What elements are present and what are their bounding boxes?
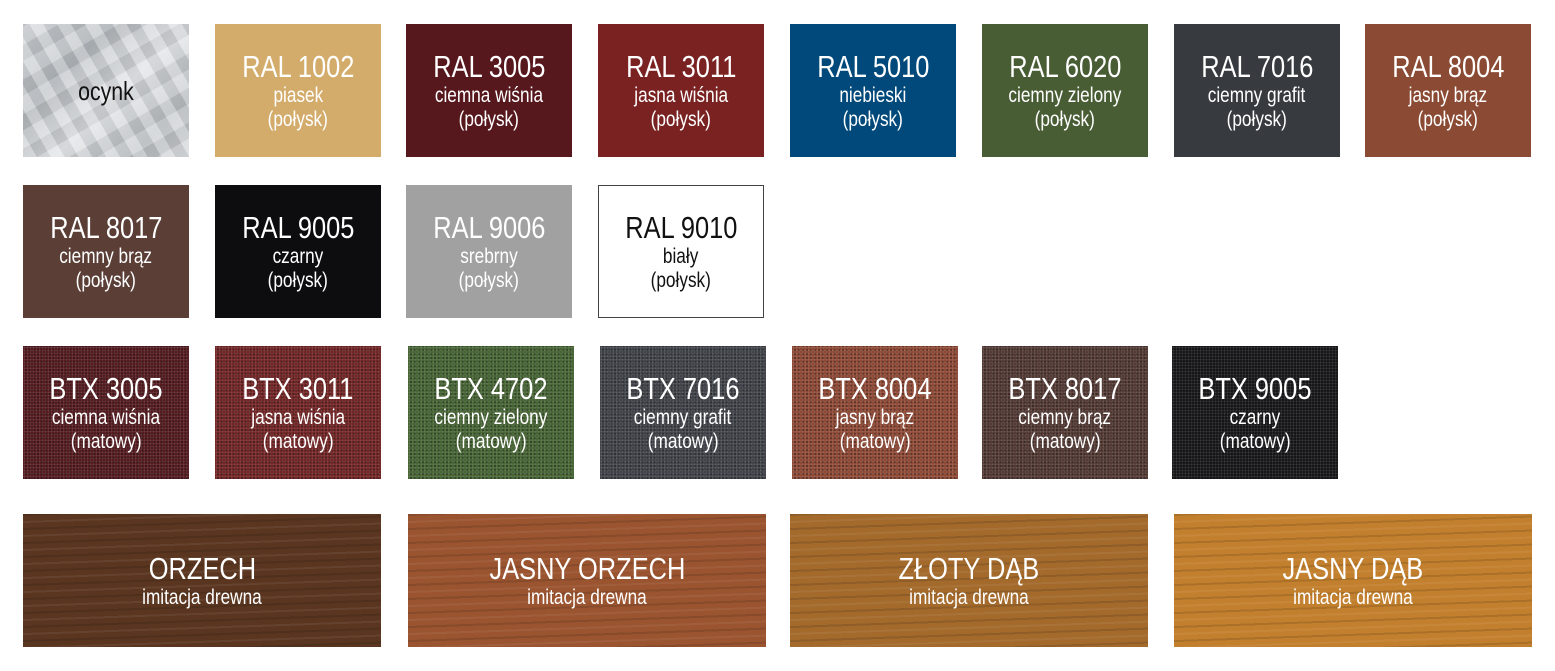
wood-name: imitacja drewna <box>142 585 262 609</box>
wood-swatch-1: ORZECH imitacja drewna <box>23 514 381 647</box>
swatch-finish: (połysk) <box>842 107 904 131</box>
swatch-name: jasny brąz <box>1408 83 1488 107</box>
swatch-code: BTX 9005 <box>1198 370 1312 406</box>
wood-code: JASNY ORZECH <box>489 550 685 586</box>
swatch-name: ciemny grafit <box>634 405 732 429</box>
wood-code: JASNY DĄB <box>1282 550 1424 586</box>
swatch-ral-1002: RAL 1002 piasek (połysk) <box>215 24 381 157</box>
wood-name: imitacja drewna <box>527 585 647 609</box>
swatch-finish: (połysk) <box>650 268 712 292</box>
swatch-btx-7016: BTX 7016 ciemny grafit (matowy) <box>600 346 766 479</box>
wood-swatch-3: ZŁOTY DĄB imitacja drewna <box>790 514 1148 647</box>
swatch-finish: (połysk) <box>267 268 329 292</box>
swatch-code: BTX 4702 <box>434 370 548 406</box>
swatch-name: ciemny brąz <box>59 244 153 268</box>
swatch-name: niebieski <box>839 83 907 107</box>
swatch-ral-9006: RAL 9006 srebrny (połysk) <box>406 185 572 318</box>
swatch-code: RAL 3005 <box>432 48 546 84</box>
swatch-ral-6020: RAL 6020 ciemny zielony (połysk) <box>982 24 1148 157</box>
swatch-finish: (połysk) <box>75 268 137 292</box>
wood-name: imitacja drewna <box>1293 585 1413 609</box>
swatch-code: ocynk <box>78 75 134 106</box>
swatch-ral-3011: RAL 3011 jasna wiśnia (połysk) <box>598 24 764 157</box>
swatch-name: piasek <box>273 83 323 107</box>
swatch-finish: (matowy) <box>839 429 911 453</box>
swatch-code: RAL 7016 <box>1200 48 1314 84</box>
swatch-code: RAL 8004 <box>1391 48 1505 84</box>
swatch-name: biały <box>663 244 699 268</box>
swatch-name: czarny <box>1229 405 1281 429</box>
swatch-name: ciemna wiśnia <box>434 83 544 107</box>
swatch-finish: (matowy) <box>455 429 527 453</box>
swatch-finish: (połysk) <box>650 107 712 131</box>
swatch-code: RAL 3011 <box>625 48 737 84</box>
swatch-name: srebrny <box>460 244 518 268</box>
swatch-ral-7016: RAL 7016 ciemny grafit (połysk) <box>1174 24 1340 157</box>
swatch-finish: (matowy) <box>262 429 334 453</box>
swatch-finish: (połysk) <box>1417 107 1479 131</box>
swatch-ral-9005: RAL 9005 czarny (połysk) <box>215 185 381 318</box>
swatch-finish: (połysk) <box>458 107 520 131</box>
swatch-code: BTX 7016 <box>626 370 740 406</box>
swatch-finish: (połysk) <box>458 268 520 292</box>
swatch-name: jasna wiśnia <box>634 83 728 107</box>
swatch-finish: (matowy) <box>1219 429 1291 453</box>
swatch-name: ciemny zielony <box>434 405 548 429</box>
swatch-code: BTX 3005 <box>49 370 163 406</box>
swatch-ral-8017: RAL 8017 ciemny brąz (połysk) <box>23 185 189 318</box>
swatch-btx-9005: BTX 9005 czarny (matowy) <box>1172 346 1338 479</box>
swatch-name: jasny brąz <box>835 405 915 429</box>
swatch-btx-8017: BTX 8017 ciemny brąz (matowy) <box>982 346 1148 479</box>
swatch-ral-9010: RAL 9010 biały (połysk) <box>598 185 764 318</box>
wood-name: imitacja drewna <box>909 585 1029 609</box>
swatch-name: ciemny zielony <box>1008 83 1122 107</box>
swatch-name: jasna wiśnia <box>251 405 345 429</box>
wood-code: ORZECH <box>148 550 256 586</box>
swatch-finish: (matowy) <box>647 429 719 453</box>
swatch-finish: (połysk) <box>1226 107 1288 131</box>
swatch-btx-3011: BTX 3011 jasna wiśnia (matowy) <box>215 346 381 479</box>
wood-swatch-2: JASNY ORZECH imitacja drewna <box>408 514 766 647</box>
swatch-name: ciemny brąz <box>1018 405 1112 429</box>
swatch-finish: (matowy) <box>1029 429 1101 453</box>
swatch-finish: (połysk) <box>1034 107 1096 131</box>
swatch-code: RAL 5010 <box>816 48 930 84</box>
swatch-name: ciemny grafit <box>1208 83 1306 107</box>
swatch-code: RAL 1002 <box>241 48 355 84</box>
swatch-code: RAL 9010 <box>624 209 738 245</box>
swatch-code: BTX 3011 <box>242 370 354 406</box>
swatch-btx-8004: BTX 8004 jasny brąz (matowy) <box>792 346 958 479</box>
swatch-finish: (połysk) <box>267 107 329 131</box>
swatch-code: BTX 8017 <box>1008 370 1122 406</box>
swatch-name: ciemna wiśnia <box>51 405 161 429</box>
swatch-code: RAL 9005 <box>241 209 355 245</box>
swatch-btx-3005: BTX 3005 ciemna wiśnia (matowy) <box>23 346 189 479</box>
swatch-btx-4702: BTX 4702 ciemny zielony (matowy) <box>408 346 574 479</box>
wood-code: ZŁOTY DĄB <box>898 550 1040 586</box>
swatch-code: RAL 9006 <box>432 209 546 245</box>
swatch-ocynk: ocynk <box>23 24 189 157</box>
swatch-name: czarny <box>272 244 324 268</box>
swatch-ral-8004: RAL 8004 jasny brąz (połysk) <box>1365 24 1531 157</box>
wood-swatch-4: JASNY DĄB imitacja drewna <box>1174 514 1532 647</box>
swatch-finish: (matowy) <box>70 429 142 453</box>
swatch-ral-5010: RAL 5010 niebieski (połysk) <box>790 24 956 157</box>
swatch-code: RAL 6020 <box>1008 48 1122 84</box>
swatch-code: RAL 8017 <box>49 209 163 245</box>
swatch-code: BTX 8004 <box>818 370 932 406</box>
swatch-ral-3005: RAL 3005 ciemna wiśnia (połysk) <box>406 24 572 157</box>
